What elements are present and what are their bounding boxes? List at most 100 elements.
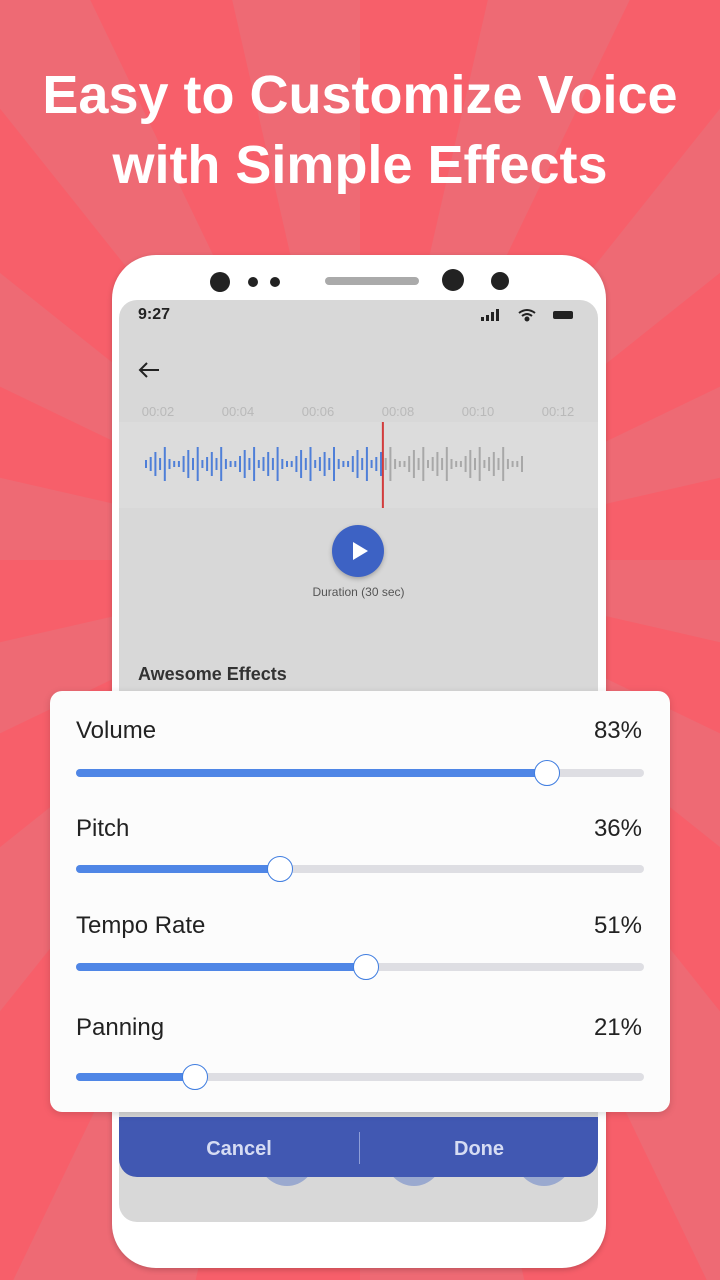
background-ray (360, 108, 720, 560)
timeline-tick: 00:10 (461, 404, 495, 419)
waveform-bar (192, 458, 194, 470)
waveform-bar (408, 456, 411, 472)
waveform-bar (422, 447, 425, 481)
waveform-bar (347, 461, 350, 467)
waveform-bar (271, 458, 274, 470)
pitch-label: Pitch (76, 815, 130, 842)
volume-slider-fill (76, 769, 548, 777)
back-arrow-icon[interactable] (137, 362, 161, 378)
waveform (145, 422, 523, 508)
waveform-bar (351, 456, 354, 472)
waveform-bar (154, 452, 157, 476)
divider (359, 1132, 360, 1164)
waveform-bar (483, 460, 486, 468)
waveform-bar (163, 447, 166, 481)
waveform-bar (441, 458, 444, 470)
waveform-bar (173, 461, 176, 467)
waveform-bar (497, 458, 500, 470)
waveform-bar (286, 461, 288, 467)
wifi-icon (518, 309, 536, 322)
timeline-tick: 00:04 (221, 404, 255, 419)
waveform-bar (380, 452, 382, 476)
waveform-bar (502, 447, 505, 481)
pitch-slider[interactable] (76, 856, 644, 882)
tempo-rate-slider[interactable] (76, 954, 644, 980)
waveform-bar (281, 459, 284, 469)
waveform-bar (333, 447, 335, 481)
tempo-rate-label: Tempo Rate (76, 912, 206, 939)
cancel-button[interactable]: Cancel (206, 1138, 272, 1160)
waveform-bar (431, 457, 434, 471)
waveform-bar (417, 458, 420, 470)
headline-line-2: with Simple Effects (112, 135, 608, 195)
waveform-bar (168, 459, 171, 469)
panning-slider[interactable] (76, 1064, 644, 1090)
timeline-tick: 00:08 (381, 404, 415, 419)
volume-label: Volume (76, 717, 157, 744)
volume-value: 83% (593, 717, 642, 744)
front-camera-icon (442, 269, 464, 291)
waveform-bar (290, 461, 293, 467)
panning-slider-thumb[interactable] (182, 1064, 209, 1090)
timeline-tick: 00:06 (301, 404, 335, 419)
waveform-bar (384, 458, 387, 470)
sensor-icon (491, 272, 509, 290)
waveform-bar (314, 460, 317, 468)
sensor-icon (248, 277, 258, 287)
waveform-bar (328, 458, 331, 470)
volume-slider[interactable] (76, 760, 644, 786)
waveform-bar (478, 447, 481, 481)
volume-slider-thumb[interactable] (534, 760, 561, 786)
play-icon (353, 542, 368, 560)
waveform-bar (450, 459, 453, 469)
status-time: 9:27 (138, 306, 171, 323)
waveform-bar (224, 459, 227, 469)
waveform-bar (248, 458, 251, 470)
waveform-bar (196, 447, 199, 481)
waveform-bar (506, 459, 509, 469)
duration-label: Duration (30 sec) (312, 585, 405, 599)
tempo-rate-slider-thumb[interactable] (352, 954, 379, 980)
waveform-bar (464, 456, 467, 472)
waveform-bar (276, 447, 279, 481)
waveform-bar (253, 447, 256, 481)
tempo-rate-value: 51% (593, 912, 642, 939)
waveform-bar (445, 447, 448, 481)
waveform-bar (488, 457, 491, 471)
waveform-bar (389, 447, 392, 481)
waveform-bar (304, 458, 307, 470)
waveform-bar (365, 447, 368, 481)
pitch-value: 36% (593, 815, 642, 842)
timeline-tick: 00:12 (541, 404, 575, 419)
play-button[interactable] (332, 525, 384, 577)
status-icons (481, 309, 573, 322)
waveform-bar (323, 452, 326, 476)
camera-icon (210, 272, 230, 292)
waveform-bar (403, 461, 406, 467)
waveform-bar (262, 457, 265, 471)
waveform-bar (521, 456, 523, 472)
pitch-slider-thumb[interactable] (267, 856, 294, 882)
panning-value: 21% (593, 1014, 642, 1041)
waveform-bar (469, 450, 472, 478)
waveform-bar (459, 461, 462, 467)
waveform-bar (370, 460, 373, 468)
waveform-bar (474, 458, 476, 470)
waveform-bar (215, 458, 218, 470)
panning-label: Panning (76, 1014, 165, 1041)
done-button[interactable]: Done (454, 1138, 504, 1160)
signal-icon (481, 309, 499, 321)
waveform-bar (427, 460, 429, 468)
waveform-bar (318, 457, 321, 471)
waveform-bar (267, 452, 270, 476)
waveform-bar (177, 461, 180, 467)
waveform-bar (182, 456, 185, 472)
waveform-bar (234, 461, 237, 467)
speaker-grille (325, 277, 419, 285)
waveform-bar (356, 450, 359, 478)
waveform-bar (201, 460, 204, 468)
playhead[interactable] (381, 422, 384, 508)
waveform-bar (159, 458, 162, 470)
waveform-bar (257, 460, 260, 468)
waveform-bar (187, 450, 190, 478)
